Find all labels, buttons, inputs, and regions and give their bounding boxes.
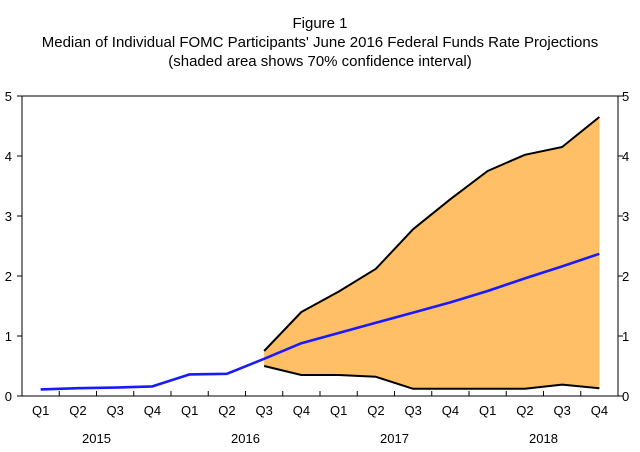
x-tick-label-quarter: Q1: [479, 403, 496, 418]
x-tick-label-quarter: Q2: [69, 403, 86, 418]
chart-title: Figure 1: [292, 15, 348, 32]
y-tick-label-right: 0: [622, 389, 629, 404]
chart-titles: Figure 1 Median of Individual FOMC Parti…: [0, 14, 640, 71]
y-tick-label-left: 5: [5, 89, 12, 104]
x-tick-label-quarter: Q1: [330, 403, 347, 418]
x-tick-label-year: 2015: [82, 431, 111, 446]
y-tick-label-right: 4: [622, 149, 629, 164]
y-tick-label-left: 0: [5, 389, 12, 404]
x-tick-label-quarter: Q2: [367, 403, 384, 418]
y-tick-label-right: 5: [622, 89, 629, 104]
x-tick-label-quarter: Q4: [293, 403, 310, 418]
x-tick-label-quarter: Q2: [516, 403, 533, 418]
y-tick-label-left: 2: [5, 269, 12, 284]
x-tick-label-quarter: Q2: [218, 403, 235, 418]
x-tick-label-year: 2017: [380, 431, 409, 446]
y-tick-label-right: 1: [622, 329, 629, 344]
y-tick-label-left: 4: [5, 149, 12, 164]
lower-bound-line: [263, 365, 600, 390]
x-tick-label-quarter: Q3: [106, 403, 123, 418]
x-tick-label-quarter: Q1: [181, 403, 198, 418]
y-tick-label-left: 1: [5, 329, 12, 344]
chart-note: (shaded area shows 70% confidence interv…: [168, 53, 472, 70]
x-tick-label-year: 2016: [231, 431, 260, 446]
confidence-band: [264, 117, 600, 389]
y-tick-label-right: 2: [622, 269, 629, 284]
x-tick-label-year: 2018: [529, 431, 558, 446]
chart-subtitle: Median of Individual FOMC Participants' …: [41, 34, 599, 51]
x-tick-label-quarter: Q1: [32, 403, 49, 418]
confidence-band-layer: [264, 117, 600, 389]
axis-layer: 0 0 1 1 2 2 3 3 4 4 5 5 Q1 Q2 Q3 Q4 Q1 Q2 Q3 Q4 Q1 Q2 Q3 Q4 Q1 Q2…: [5, 89, 629, 446]
y-tick-label-left: 3: [5, 209, 12, 224]
y-tick-label-right: 3: [622, 209, 629, 224]
x-tick-label-quarter: Q3: [255, 403, 272, 418]
x-tick-label-quarter: Q4: [442, 403, 459, 418]
x-tick-label-quarter: Q4: [144, 403, 161, 418]
series-line-layer: [40, 116, 601, 391]
x-tick-label-quarter: Q3: [404, 403, 421, 418]
x-tick-label-quarter: Q4: [591, 403, 608, 418]
x-tick-label-quarter: Q3: [553, 403, 570, 418]
upper-bound-line: [263, 116, 601, 352]
median-projection-line: [40, 252, 600, 391]
